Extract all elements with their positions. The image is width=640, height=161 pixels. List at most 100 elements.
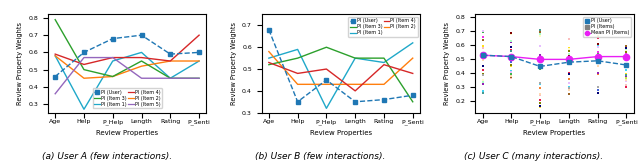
Point <box>564 53 574 56</box>
Point <box>535 92 545 95</box>
Point <box>593 52 603 55</box>
Legend: PI (User), PI (Item 3), PI (Item 1), PI (Item 4), PI (Item 2), PI (Item 5): PI (User), PI (Item 3), PI (Item 1), PI … <box>93 88 162 108</box>
Point <box>477 30 488 33</box>
Point <box>506 54 516 57</box>
Point <box>506 65 516 67</box>
Point <box>621 45 632 47</box>
Point <box>535 59 545 62</box>
Point <box>477 81 488 84</box>
Point <box>564 93 574 95</box>
Point <box>564 52 574 55</box>
Point <box>621 77 632 80</box>
Point <box>535 99 545 101</box>
Point <box>593 89 603 92</box>
Point <box>593 65 603 68</box>
Point <box>506 41 516 43</box>
Point <box>506 46 516 48</box>
Point <box>593 51 603 54</box>
Point <box>564 47 574 50</box>
Point <box>621 79 632 81</box>
Point <box>621 47 632 50</box>
Point <box>593 35 603 37</box>
Point <box>535 66 545 68</box>
Point <box>506 49 516 52</box>
Y-axis label: Review Property Weights: Review Property Weights <box>230 22 237 105</box>
Point <box>564 47 574 49</box>
Point <box>506 49 516 52</box>
Point <box>535 31 545 33</box>
Point <box>593 73 603 75</box>
Point <box>593 85 603 88</box>
Text: (a) User A (few interactions).: (a) User A (few interactions). <box>42 152 173 161</box>
Point <box>477 54 488 56</box>
Point <box>506 50 516 53</box>
Point <box>506 76 516 79</box>
Point <box>564 78 574 80</box>
Point <box>593 91 603 94</box>
Point <box>564 82 574 85</box>
Point <box>564 71 574 74</box>
Point <box>477 68 488 71</box>
Point <box>535 106 545 108</box>
Point <box>621 46 632 48</box>
Point <box>477 89 488 92</box>
Point <box>621 74 632 77</box>
Point <box>477 79 488 82</box>
X-axis label: Review Properties: Review Properties <box>310 130 372 136</box>
Point <box>535 68 545 70</box>
Point <box>593 42 603 45</box>
Point <box>564 63 574 65</box>
Point <box>535 32 545 35</box>
Point <box>621 73 632 76</box>
Point <box>621 46 632 49</box>
Point <box>593 86 603 89</box>
Point <box>593 61 603 63</box>
Point <box>621 80 632 83</box>
Point <box>593 56 603 59</box>
Point <box>621 58 632 61</box>
Text: (c) User C (many interactions).: (c) User C (many interactions). <box>463 152 603 161</box>
Point <box>506 33 516 35</box>
Point <box>535 44 545 47</box>
Point <box>477 29 488 32</box>
Point <box>477 59 488 61</box>
Point <box>621 53 632 55</box>
Point <box>506 57 516 60</box>
Point <box>621 86 632 89</box>
Point <box>506 64 516 67</box>
Point <box>535 35 545 37</box>
Point <box>593 46 603 49</box>
Point <box>477 74 488 76</box>
Point <box>593 59 603 61</box>
Point <box>535 54 545 56</box>
Point <box>621 50 632 53</box>
Point <box>564 85 574 88</box>
Point <box>621 64 632 67</box>
Point <box>535 33 545 36</box>
Legend: PI (User), PI (Items), Mean PI (Items): PI (User), PI (Items), Mean PI (Items) <box>583 17 631 37</box>
Point <box>593 72 603 74</box>
Text: (b) User B (few interactions).: (b) User B (few interactions). <box>255 152 385 161</box>
Point <box>477 92 488 94</box>
Point <box>506 77 516 79</box>
Point <box>506 39 516 42</box>
Point <box>621 50 632 53</box>
X-axis label: Review Properties: Review Properties <box>96 130 158 136</box>
Point <box>506 61 516 64</box>
Point <box>593 62 603 65</box>
Point <box>621 69 632 71</box>
Point <box>535 93 545 96</box>
Point <box>477 83 488 85</box>
Point <box>564 87 574 89</box>
Point <box>564 73 574 76</box>
Point <box>506 71 516 73</box>
Point <box>506 74 516 77</box>
Point <box>564 73 574 76</box>
Point <box>564 48 574 51</box>
Legend: PI (User), PI (Item 3), PI (Item 1), PI (Item 4), PI (Item 2): PI (User), PI (Item 3), PI (Item 1), PI … <box>348 17 417 37</box>
Point <box>564 89 574 92</box>
Point <box>477 81 488 84</box>
Point <box>593 71 603 74</box>
Point <box>564 38 574 40</box>
Point <box>506 57 516 59</box>
